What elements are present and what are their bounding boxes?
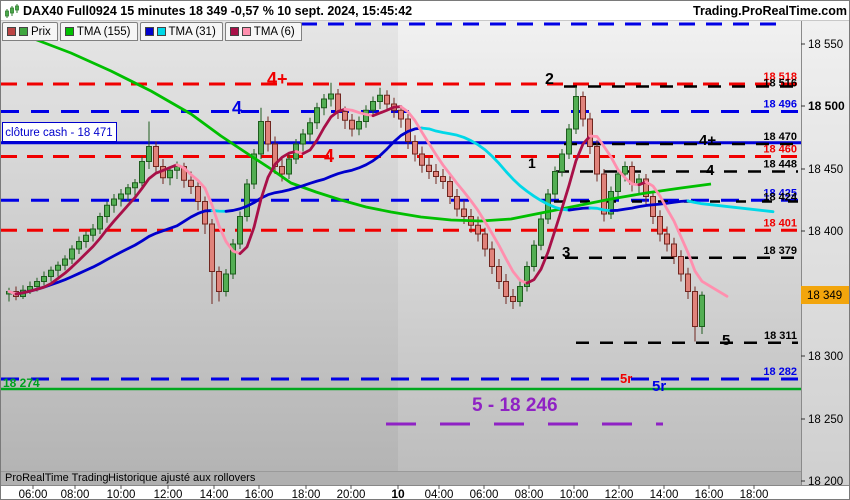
price-axis[interactable] [801, 21, 849, 485]
legend-color-swatch [19, 27, 28, 36]
legend-tab-tma-31[interactable]: TMA (31) [139, 22, 223, 41]
legend-color-swatch [229, 27, 239, 36]
svg-text:18 300: 18 300 [808, 351, 843, 363]
svg-text:1: 1 [528, 155, 536, 171]
svg-text:18:00: 18:00 [292, 489, 321, 500]
svg-text:10: 10 [391, 487, 405, 500]
candlestick-chart-icon [4, 3, 20, 19]
legend-color-swatch [7, 27, 16, 36]
cloture-cash-label[interactable]: clôture cash - 18 471 [2, 122, 117, 142]
svg-text:18 518: 18 518 [763, 71, 797, 83]
legend: Prix TMA (155) TMA (31) TMA (6) [2, 22, 302, 41]
svg-text:18 250: 18 250 [808, 414, 843, 426]
svg-text:18 282: 18 282 [763, 366, 797, 378]
svg-text:20:00: 20:00 [337, 489, 366, 500]
price-axis-ticks: 18 550 18 500 18 450 18 400 18 300 18 250 18 2… [801, 39, 845, 488]
svg-text:12:00: 12:00 [605, 489, 634, 500]
legend-tab-prix[interactable]: Prix [2, 22, 58, 41]
svg-text:5r: 5r [620, 371, 632, 386]
svg-text:18 379: 18 379 [763, 245, 797, 257]
legend-tab-tma-155[interactable]: TMA (155) [59, 22, 138, 41]
candlestick-series [6, 82, 705, 342]
legend-label: TMA (155) [76, 25, 131, 38]
legend-color-swatch [156, 27, 166, 36]
title-bar: DAX40 Full0924 15 minutes 18 349 -0,57 %… [1, 1, 849, 21]
svg-text:5r: 5r [652, 378, 666, 395]
svg-text:16:00: 16:00 [695, 489, 724, 500]
legend-label: Prix [31, 25, 51, 38]
legend-color-swatch [64, 27, 74, 36]
svg-text:10:00: 10:00 [560, 489, 589, 500]
svg-text:18 516: 18 516 [763, 78, 797, 90]
current-price-badge: 18 349 [801, 286, 849, 304]
svg-text:12:00: 12:00 [154, 489, 183, 500]
chart-title: DAX40 Full0924 15 minutes 18 349 -0,57 %… [23, 4, 413, 18]
svg-text:14:00: 14:00 [650, 489, 679, 500]
svg-text:18 311: 18 311 [764, 330, 797, 342]
svg-text:18 274: 18 274 [3, 376, 40, 390]
svg-text:08:00: 08:00 [515, 489, 544, 500]
footer-note: Historique ajusté aux rollovers [108, 472, 256, 484]
svg-text:18 349: 18 349 [807, 290, 842, 302]
svg-text:18 550: 18 550 [808, 39, 843, 51]
svg-text:10:00: 10:00 [107, 489, 136, 500]
footer-brand: ProRealTime Trading [5, 472, 109, 484]
svg-text:clôture cash - 18 471: clôture cash - 18 471 [5, 127, 112, 139]
footer-bar: ProRealTime Trading Historique ajusté au… [1, 471, 801, 485]
svg-text:18 496: 18 496 [763, 99, 797, 111]
svg-text:04:00: 04:00 [425, 489, 454, 500]
legend-tab-tma-6[interactable]: TMA (6) [224, 22, 302, 41]
svg-text:18 450: 18 450 [808, 164, 843, 176]
tma155-line [28, 35, 712, 223]
svg-text:16:00: 16:00 [245, 489, 274, 500]
tma6-line [7, 105, 729, 298]
svg-text:06:00: 06:00 [470, 489, 499, 500]
svg-text:18:00: 18:00 [740, 489, 769, 500]
svg-text:18 460: 18 460 [763, 144, 797, 156]
svg-text:4: 4 [232, 98, 242, 118]
svg-text:06:00: 06:00 [19, 489, 48, 500]
legend-label: TMA (31) [168, 25, 216, 38]
svg-text:18 401: 18 401 [763, 217, 797, 229]
watermark: Trading.ProRealTime.com [693, 4, 847, 18]
svg-text:4: 4 [706, 162, 715, 179]
svg-text:4+: 4+ [699, 132, 716, 149]
time-axis-labels: 06:00 08:00 10:00 12:00 14:00 16:00 18:00 20:00… [19, 485, 769, 500]
svg-text:18 448: 18 448 [763, 159, 797, 171]
svg-text:14:00: 14:00 [200, 489, 229, 500]
svg-text:08:00: 08:00 [61, 489, 90, 500]
svg-text:3: 3 [562, 244, 570, 261]
svg-text:18 500: 18 500 [808, 99, 845, 113]
green-support-label: 18 274 [3, 376, 40, 390]
svg-text:2: 2 [545, 71, 554, 88]
svg-text:18 425: 18 425 [763, 187, 797, 199]
svg-text:18 200: 18 200 [808, 476, 843, 488]
legend-label: TMA (6) [253, 25, 295, 38]
svg-text:4: 4 [324, 146, 334, 166]
svg-text:18 424: 18 424 [763, 192, 798, 204]
svg-text:4+: 4+ [267, 69, 288, 89]
svg-text:18 400: 18 400 [808, 226, 843, 238]
legend-color-swatch [241, 27, 251, 36]
tma155 [28, 35, 712, 223]
legend-color-swatch [144, 27, 154, 36]
svg-text:5: 5 [722, 332, 730, 349]
price-lines[interactable] [1, 22, 801, 426]
time-axis[interactable] [1, 485, 849, 499]
svg-text:5 - 18 246: 5 - 18 246 [472, 395, 558, 416]
pivot-labels: 4+ 4 4 2 1 4+ 4 3 5 5r 5r 5 - 18 246 [232, 69, 730, 416]
svg-text:18 470: 18 470 [763, 131, 797, 143]
